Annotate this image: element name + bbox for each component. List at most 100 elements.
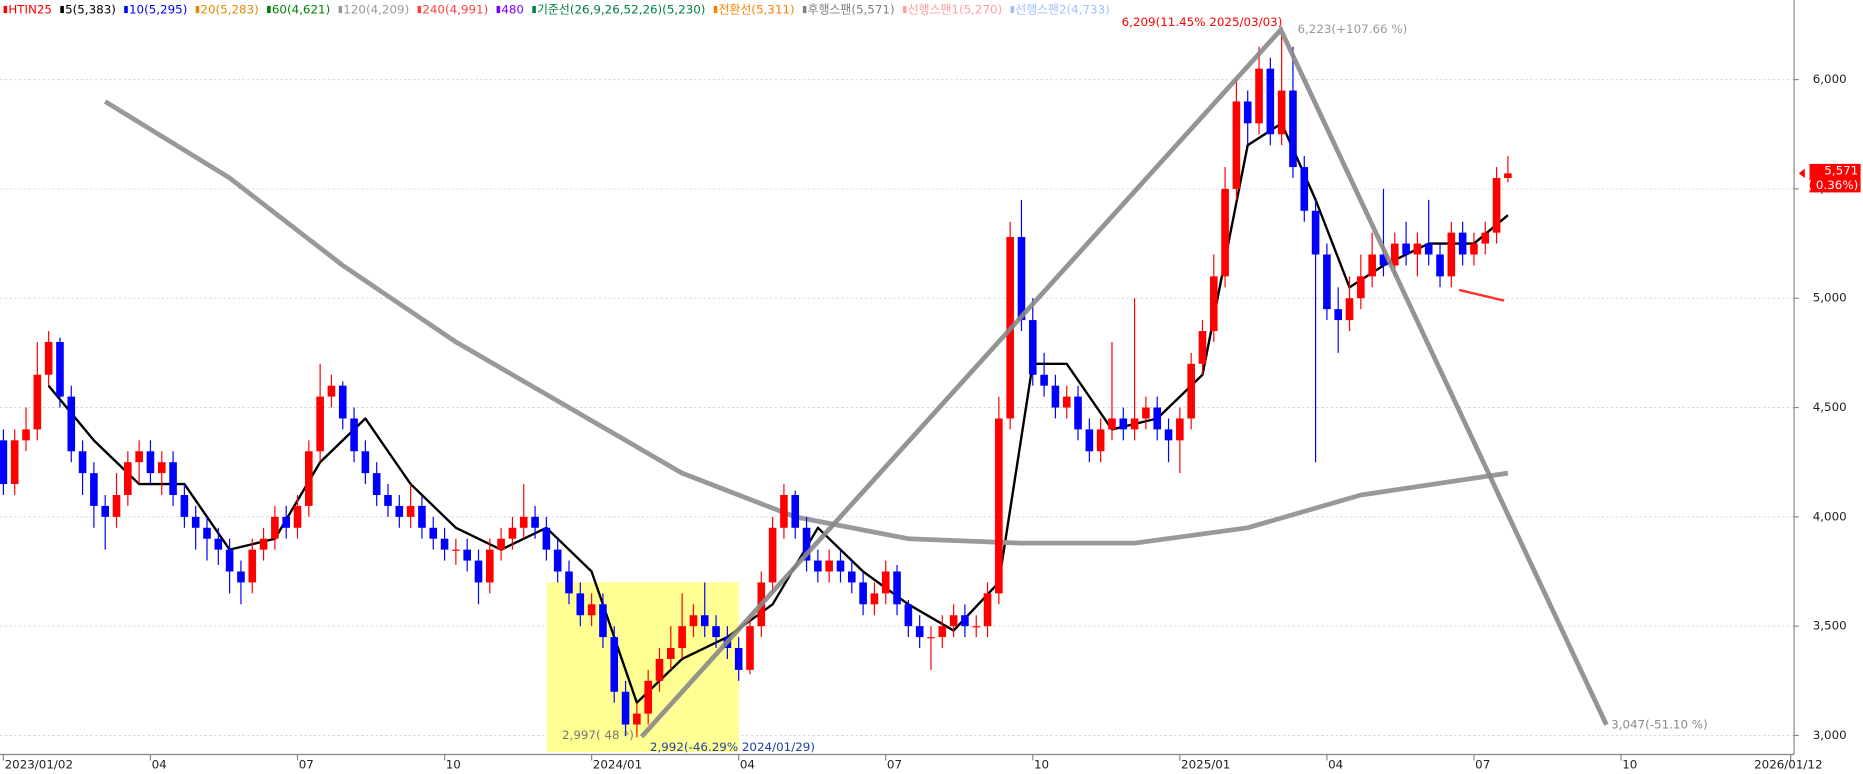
- candle-body: [825, 560, 833, 572]
- candle-body: [1209, 276, 1218, 332]
- candle-body: [633, 713, 641, 725]
- candle-body: [995, 418, 1003, 594]
- candle-body: [1334, 309, 1343, 321]
- price-pointer: [1798, 168, 1805, 179]
- candle-body: [1357, 276, 1365, 299]
- candle-body: [1198, 331, 1207, 364]
- candle-body: [1085, 429, 1094, 452]
- candle-body: [961, 615, 969, 627]
- legend-swatch: [124, 5, 128, 14]
- y-tick-label: 4,000: [1813, 509, 1847, 523]
- legend-swatch: [496, 5, 501, 14]
- candle-body: [135, 451, 143, 463]
- candle-body: [983, 593, 992, 627]
- candle-body: [1255, 68, 1263, 124]
- legend-swatch: [60, 5, 64, 14]
- legend-label: 10(5,295): [129, 3, 187, 17]
- candle-body: [587, 604, 596, 616]
- candle-body: [1176, 418, 1184, 441]
- candle-body: [112, 494, 121, 517]
- candle-body: [1187, 363, 1195, 419]
- price-box: [1809, 163, 1861, 193]
- candles: [0, 33, 1512, 738]
- y-tick-label: 4,500: [1813, 400, 1847, 414]
- candle-body: [22, 429, 30, 441]
- candle-body: [497, 538, 505, 550]
- candle-body: [338, 385, 347, 419]
- candle-body: [372, 473, 381, 495]
- candle-body: [452, 549, 460, 551]
- candle-body: [836, 560, 845, 572]
- candle-body: [259, 538, 268, 550]
- low-date-label: 2,992(-46.29% 2024/01/29): [650, 740, 815, 754]
- candle-body: [553, 549, 562, 572]
- candle-body: [1232, 101, 1241, 189]
- y-tick-label: 6,000: [1813, 72, 1847, 86]
- candle-body: [44, 341, 53, 375]
- candle-body: [1277, 90, 1286, 135]
- red-segment: [1458, 288, 1505, 302]
- x-tick-label: 04: [1328, 758, 1343, 772]
- candle-body: [870, 593, 879, 605]
- candle-body: [780, 494, 788, 528]
- candle-body: [225, 549, 234, 572]
- candle-body: [1119, 418, 1128, 430]
- candle-body: [271, 516, 279, 539]
- candle-body: [146, 451, 155, 474]
- legend-label: 120(4,209): [343, 3, 409, 17]
- candle-body: [927, 637, 935, 639]
- legend-label: 선행스팬2(4,733): [1015, 3, 1110, 17]
- candle-body: [180, 494, 189, 517]
- candle-body: [78, 451, 87, 474]
- candle-body: [1492, 177, 1501, 233]
- candle-body: [1051, 385, 1060, 408]
- candle-body: [576, 593, 585, 616]
- candle-body: [1017, 237, 1026, 321]
- candle-body: [689, 615, 698, 627]
- candle-body: [768, 527, 777, 583]
- candle-body: [395, 505, 404, 517]
- x-tick-label: 10: [1034, 758, 1049, 772]
- candle-body: [33, 374, 42, 430]
- candle-body: [361, 451, 370, 474]
- candle-body: [1028, 320, 1037, 375]
- candle-body: [1040, 374, 1048, 386]
- legend-label: 선행스팬1(5,270): [908, 3, 1003, 17]
- peak-label: 6,209(11.45% 2025/03/03): [1122, 15, 1283, 29]
- candle-body: [1368, 254, 1376, 277]
- candle-body: [938, 626, 947, 638]
- y-tick-label: 3,000: [1813, 728, 1847, 742]
- legend-label: 480: [501, 3, 524, 17]
- price-label: 5,571: [1824, 164, 1858, 178]
- candle-body: [1470, 243, 1478, 255]
- candle-body: [350, 418, 358, 452]
- x-tick-label: 07: [1475, 758, 1490, 772]
- candle-body: [1481, 232, 1490, 244]
- y-tick-label: 3,500: [1813, 619, 1847, 633]
- candle-body: [293, 505, 302, 528]
- candle-body: [1164, 429, 1173, 441]
- x-tick-label: 2025/01: [1181, 758, 1230, 772]
- candle-body: [1221, 188, 1229, 277]
- candle-body: [486, 549, 494, 583]
- candle-body: [1402, 243, 1410, 255]
- candle-body: [1153, 407, 1162, 430]
- y-tick-label: 5,000: [1813, 291, 1847, 305]
- candle-body: [124, 462, 132, 495]
- candle-body: [1345, 298, 1354, 321]
- legend-swatch: [713, 5, 718, 14]
- axes: 3,0003,5004,0004,5005,0005,5006,0002023/…: [2, 72, 1847, 772]
- candle-body: [157, 462, 166, 474]
- candle-body: [814, 560, 822, 572]
- low-label: 2,997( 48 *): [562, 728, 634, 742]
- candle-body: [1436, 254, 1444, 277]
- candle-body: [1413, 243, 1422, 255]
- candle-body: [90, 473, 98, 506]
- candle-body: [519, 516, 528, 528]
- candle-body: [655, 658, 664, 681]
- candle-body: [1390, 243, 1399, 266]
- candle-body: [746, 626, 754, 670]
- candle-body: [316, 396, 324, 452]
